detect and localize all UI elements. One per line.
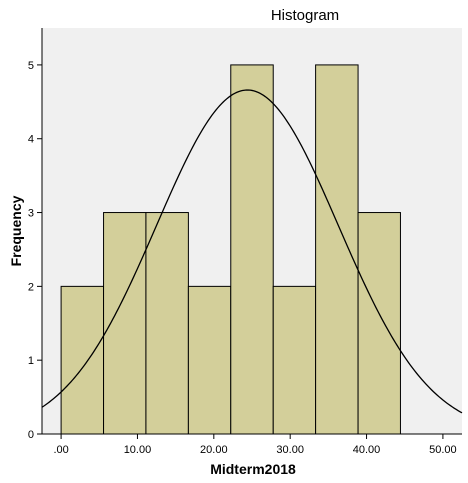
x-tick-label: 10.00	[124, 444, 152, 456]
histogram-bar	[187, 285, 232, 435]
y-axis-title: Frequency	[8, 195, 24, 266]
histogram-bar	[272, 285, 317, 435]
y-tick-label: 1	[28, 355, 34, 367]
x-tick-label: 30.00	[276, 444, 304, 456]
x-axis-title: Midterm2018	[210, 461, 296, 477]
x-tick-label: .00	[53, 444, 68, 456]
y-tick-label: 2	[28, 281, 34, 293]
x-tick-label: 50.00	[429, 444, 457, 456]
y-tick-label: 4	[28, 134, 34, 146]
y-tick-label: 0	[28, 429, 34, 441]
normal-curve	[41, 89, 463, 414]
y-tick-label: 3	[28, 208, 34, 220]
x-tick-label: 40.00	[353, 444, 381, 456]
y-tick-label: 5	[28, 60, 34, 72]
histogram-bar	[315, 64, 359, 435]
histogram-bar	[230, 64, 274, 435]
chart-title: Histogram	[271, 7, 339, 24]
histogram-bar	[145, 212, 189, 435]
histogram-bar	[357, 212, 401, 435]
x-tick-label: 20.00	[200, 444, 228, 456]
histogram-bar	[60, 285, 105, 435]
